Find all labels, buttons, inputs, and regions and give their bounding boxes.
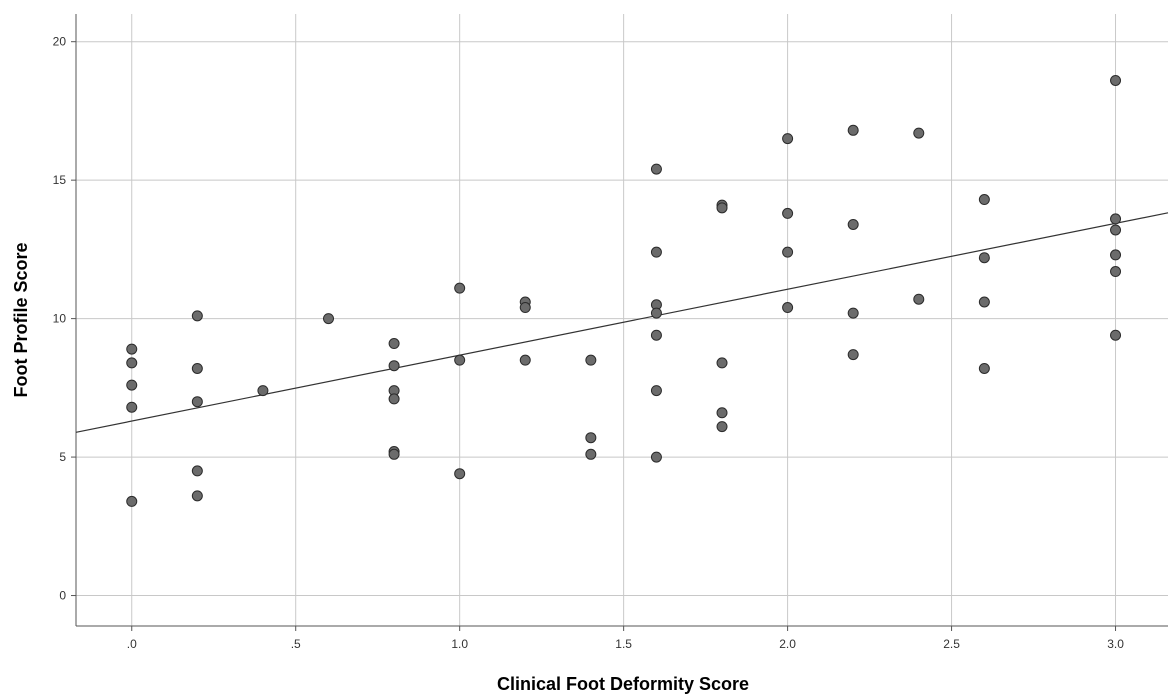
y-tick-label: 10 <box>53 312 67 326</box>
data-point <box>454 354 466 366</box>
data-points <box>126 74 1122 507</box>
data-point <box>716 421 728 433</box>
data-point <box>650 329 662 341</box>
data-point <box>1110 213 1122 225</box>
data-point <box>650 307 662 319</box>
data-point <box>650 385 662 397</box>
x-tick-label: 2.5 <box>943 637 960 651</box>
data-point <box>716 202 728 214</box>
data-point <box>1110 224 1122 236</box>
data-point <box>519 354 531 366</box>
data-point <box>782 246 794 258</box>
data-point <box>585 448 597 460</box>
data-point <box>650 451 662 463</box>
tick-labels: .0 .5 1.0 1.5 2.0 2.5 3.0 0 5 10 15 20 <box>53 35 1125 651</box>
data-point <box>1110 329 1122 341</box>
data-point <box>191 396 203 408</box>
data-point <box>978 252 990 264</box>
x-tick-label: 1.5 <box>615 637 632 651</box>
data-point <box>126 495 138 507</box>
data-point <box>126 379 138 391</box>
data-point <box>585 432 597 444</box>
data-point <box>191 362 203 374</box>
data-point <box>323 313 335 325</box>
x-tick-label: .0 <box>127 637 137 651</box>
data-point <box>126 401 138 413</box>
data-point <box>782 133 794 145</box>
data-point <box>585 354 597 366</box>
y-tick-label: 0 <box>59 589 66 603</box>
data-point <box>388 338 400 350</box>
data-point <box>1110 74 1122 86</box>
fit-line-group <box>75 212 1169 433</box>
x-tick-label: 3.0 <box>1107 637 1124 651</box>
data-point <box>847 349 859 361</box>
data-point <box>454 282 466 294</box>
data-point <box>191 310 203 322</box>
data-point <box>716 357 728 369</box>
y-tick-label: 15 <box>53 173 67 187</box>
data-point <box>716 407 728 419</box>
x-tick-label: .5 <box>291 637 301 651</box>
data-point <box>847 124 859 136</box>
data-point <box>257 385 269 397</box>
data-point <box>650 246 662 258</box>
x-axis-title: Clinical Foot Deformity Score <box>497 674 749 694</box>
data-point <box>388 360 400 372</box>
data-point <box>847 218 859 230</box>
grid-lines <box>76 14 1168 626</box>
data-point <box>847 307 859 319</box>
data-point <box>191 465 203 477</box>
data-point <box>782 207 794 219</box>
data-point <box>782 302 794 314</box>
data-point <box>454 468 466 480</box>
regression-line <box>75 212 1169 433</box>
x-tick-label: 1.0 <box>451 637 468 651</box>
data-point <box>978 296 990 308</box>
data-point <box>388 393 400 405</box>
data-point <box>126 357 138 369</box>
data-point <box>1110 249 1122 261</box>
data-point <box>126 343 138 355</box>
data-point <box>650 163 662 175</box>
x-tick-label: 2.0 <box>779 637 796 651</box>
data-point <box>191 490 203 502</box>
data-point <box>388 448 400 460</box>
y-axis-title: Foot Profile Score <box>11 242 31 397</box>
data-point <box>913 127 925 139</box>
data-point <box>913 293 925 305</box>
data-point <box>978 194 990 206</box>
data-point <box>519 302 531 314</box>
y-tick-label: 20 <box>53 35 67 49</box>
data-point <box>1110 266 1122 278</box>
data-point <box>978 362 990 374</box>
axes <box>71 14 1168 631</box>
y-tick-label: 5 <box>59 450 66 464</box>
